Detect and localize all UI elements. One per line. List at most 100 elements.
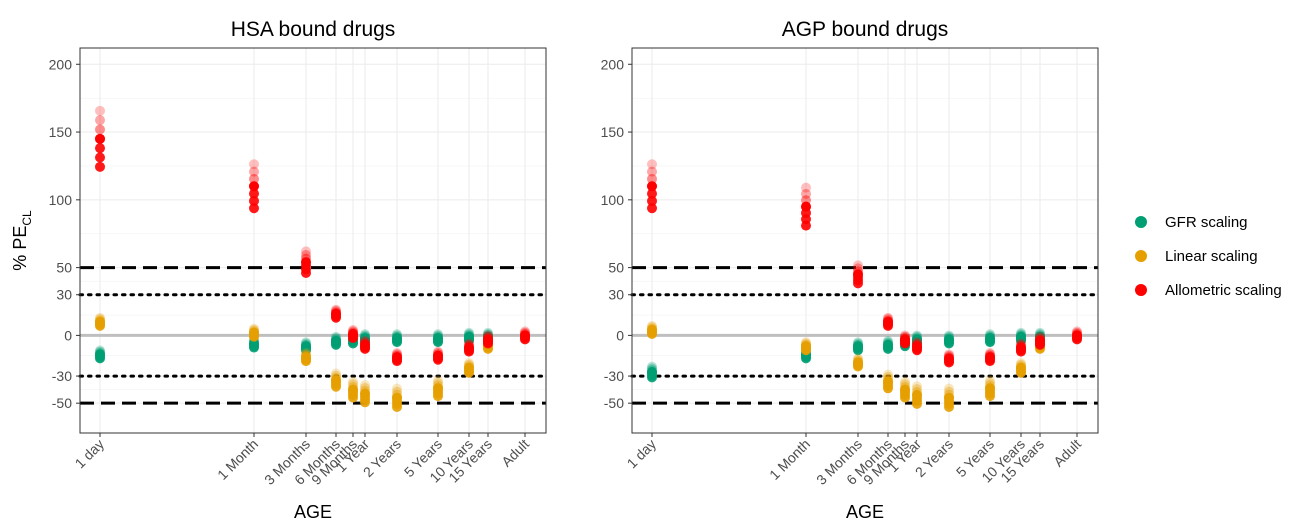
data-point-shade (249, 195, 259, 206)
legend-marker (1135, 216, 1147, 228)
data-point-shade (647, 159, 657, 170)
y-tick-label: 150 (49, 124, 73, 140)
data-point-shade (900, 376, 910, 387)
data-point (392, 333, 402, 344)
y-tick-label: 0 (64, 327, 72, 343)
data-point-shade (985, 375, 995, 386)
legend-label: GFR scaling (1165, 214, 1248, 231)
data-point (1016, 362, 1026, 373)
data-point (944, 334, 954, 345)
data-point-shade (900, 392, 910, 403)
data-point (331, 335, 341, 346)
data-point-shade (249, 188, 259, 199)
y-tick-label: 100 (49, 192, 73, 208)
series-allometric-scaling (95, 105, 530, 367)
data-point (801, 201, 811, 212)
data-point-shade (360, 397, 370, 408)
data-point (900, 384, 910, 395)
data-point (95, 133, 105, 144)
x-tick-label: Adult (1050, 436, 1084, 470)
data-point (360, 339, 370, 350)
x-axis-label: AGE (846, 502, 884, 522)
data-point-shade (95, 161, 105, 172)
data-point-shade (392, 383, 402, 394)
data-point-shade (647, 195, 657, 206)
y-tick-label: 100 (601, 192, 625, 208)
y-tick-label: 200 (601, 56, 625, 72)
data-point-shade (985, 391, 995, 402)
data-point (348, 384, 358, 395)
data-point (1016, 331, 1026, 342)
data-point (944, 353, 954, 364)
chart-title: HSA bound drugs (231, 18, 396, 41)
legend-marker (1135, 284, 1147, 296)
data-point-shade (249, 203, 259, 214)
x-tick-label: 1 Month (766, 436, 813, 483)
data-point (520, 330, 530, 341)
legend-label: Allometric scaling (1165, 282, 1282, 299)
legend-label: Linear scaling (1165, 248, 1258, 265)
x-tick-label: 1 day (624, 436, 660, 472)
data-point-shade (95, 105, 105, 116)
data-point (301, 341, 311, 352)
y-tick-label: 50 (56, 260, 72, 276)
data-point (883, 316, 893, 327)
panel-border (79, 47, 547, 434)
data-point (95, 316, 105, 327)
panel-border (631, 47, 1099, 434)
data-point-shade (912, 398, 922, 409)
y-tick-label: 200 (49, 56, 73, 72)
data-point (912, 341, 922, 352)
data-point (392, 392, 402, 403)
data-point-shade (801, 220, 811, 231)
data-point (853, 269, 863, 280)
data-point (95, 349, 105, 360)
data-point (392, 352, 402, 363)
data-point (249, 181, 259, 192)
data-point (985, 383, 995, 394)
data-point (433, 350, 443, 361)
data-point-shade (301, 249, 311, 260)
data-point (801, 341, 811, 352)
data-point (900, 334, 910, 345)
data-point-shade (301, 246, 311, 257)
data-point (301, 257, 311, 268)
x-tick-label: 1 Month (214, 436, 261, 483)
data-point (944, 392, 954, 403)
data-point-shade (249, 173, 259, 184)
data-point-shade (95, 143, 105, 154)
data-point (853, 341, 863, 352)
data-point (464, 342, 474, 353)
series-gfr-scaling (95, 327, 493, 364)
data-point-shade (647, 203, 657, 214)
data-point-shade (647, 173, 657, 184)
data-point (985, 333, 995, 344)
data-point (1035, 335, 1045, 346)
data-point (249, 338, 259, 349)
legend-marker (1135, 250, 1147, 262)
x-axis-label: AGE (294, 502, 332, 522)
data-point (348, 329, 358, 340)
data-point-shade (348, 392, 358, 403)
data-point-shade (249, 166, 259, 177)
series-linear-scaling (95, 312, 493, 412)
y-axis-label-main: % PE (10, 226, 30, 271)
data-point-shade (944, 383, 954, 394)
y-tick-label: 0 (616, 327, 624, 343)
x-tick-label: 1 day (72, 436, 108, 472)
y-tick-label: 150 (601, 124, 625, 140)
y-tick-label: 50 (608, 260, 624, 276)
data-point-shade (912, 381, 922, 392)
data-point (464, 362, 474, 373)
y-tick-label: 30 (608, 287, 624, 303)
data-point-shade (249, 159, 259, 170)
data-point (331, 308, 341, 319)
data-point-shade (95, 152, 105, 163)
data-point-shade (647, 188, 657, 199)
data-point (464, 331, 474, 342)
data-point (985, 352, 995, 363)
